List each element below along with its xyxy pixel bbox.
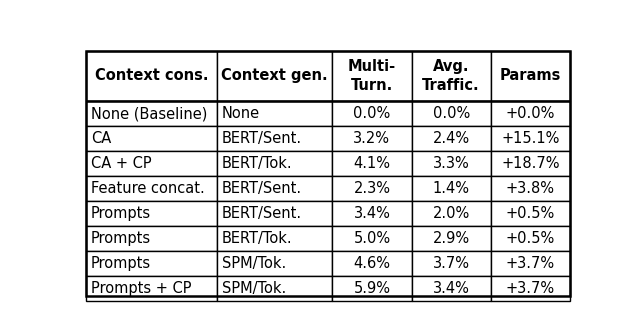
Bar <box>412 101 491 126</box>
Text: BERT/Sent.: BERT/Sent. <box>222 131 302 146</box>
Bar <box>412 276 491 301</box>
Text: +18.7%: +18.7% <box>501 156 559 171</box>
Text: Prompts: Prompts <box>91 231 151 246</box>
Bar <box>86 251 217 276</box>
Bar <box>491 151 570 176</box>
Text: 3.2%: 3.2% <box>353 131 390 146</box>
Bar <box>332 201 412 226</box>
Text: 4.6%: 4.6% <box>353 256 390 271</box>
Text: 2.3%: 2.3% <box>353 181 390 196</box>
Bar <box>491 176 570 201</box>
Bar <box>332 276 412 301</box>
Text: None (Baseline): None (Baseline) <box>91 106 207 121</box>
Text: 5.0%: 5.0% <box>353 231 390 246</box>
Text: +0.0%: +0.0% <box>506 106 555 121</box>
Bar <box>217 201 332 226</box>
Text: Feature concat.: Feature concat. <box>91 181 205 196</box>
Text: BERT/Sent.: BERT/Sent. <box>222 206 302 221</box>
Text: 2.0%: 2.0% <box>433 206 470 221</box>
Bar <box>491 226 570 251</box>
Text: Prompts + CP: Prompts + CP <box>91 281 191 296</box>
Bar <box>412 151 491 176</box>
Bar <box>217 276 332 301</box>
Bar <box>86 126 217 151</box>
Bar <box>217 176 332 201</box>
Text: Context cons.: Context cons. <box>95 69 208 83</box>
Bar <box>332 226 412 251</box>
Text: CA: CA <box>91 131 111 146</box>
Text: SPM/Tok.: SPM/Tok. <box>222 256 286 271</box>
Bar <box>86 226 217 251</box>
Bar <box>86 201 217 226</box>
Text: Prompts: Prompts <box>91 256 151 271</box>
Text: BERT/Tok.: BERT/Tok. <box>222 156 292 171</box>
Text: Multi-
Turn.: Multi- Turn. <box>348 59 396 93</box>
Text: Context gen.: Context gen. <box>221 69 328 83</box>
Text: 0.0%: 0.0% <box>433 106 470 121</box>
Bar <box>491 101 570 126</box>
Bar <box>217 151 332 176</box>
Bar <box>332 251 412 276</box>
Bar <box>86 151 217 176</box>
Text: 0.0%: 0.0% <box>353 106 390 121</box>
Text: BERT/Sent.: BERT/Sent. <box>222 181 302 196</box>
Bar <box>412 176 491 201</box>
Bar <box>217 226 332 251</box>
Text: Prompts: Prompts <box>91 206 151 221</box>
Bar <box>332 151 412 176</box>
Bar <box>412 201 491 226</box>
Bar <box>86 176 217 201</box>
Text: +3.8%: +3.8% <box>506 181 555 196</box>
Text: +0.5%: +0.5% <box>506 231 555 246</box>
Bar <box>332 176 412 201</box>
Text: Avg.
Traffic.: Avg. Traffic. <box>422 59 480 93</box>
Bar <box>491 201 570 226</box>
Bar <box>491 126 570 151</box>
Bar <box>332 126 412 151</box>
Text: 2.4%: 2.4% <box>433 131 470 146</box>
Text: +0.5%: +0.5% <box>506 206 555 221</box>
Text: BERT/Tok.: BERT/Tok. <box>222 231 292 246</box>
Bar <box>86 101 217 126</box>
Text: +3.7%: +3.7% <box>506 256 555 271</box>
Text: SPM/Tok.: SPM/Tok. <box>222 281 286 296</box>
Bar <box>217 251 332 276</box>
Bar <box>332 101 412 126</box>
Text: 1.4%: 1.4% <box>433 181 470 196</box>
Bar <box>412 226 491 251</box>
Text: +3.7%: +3.7% <box>506 281 555 296</box>
Bar <box>491 276 570 301</box>
Text: 3.3%: 3.3% <box>433 156 470 171</box>
Bar <box>412 126 491 151</box>
Bar <box>412 251 491 276</box>
Bar <box>217 126 332 151</box>
Bar <box>491 251 570 276</box>
Text: None: None <box>222 106 260 121</box>
Bar <box>86 276 217 301</box>
Text: 4.1%: 4.1% <box>353 156 390 171</box>
Text: 5.9%: 5.9% <box>353 281 390 296</box>
Text: 3.7%: 3.7% <box>433 256 470 271</box>
Text: Params: Params <box>500 69 561 83</box>
Text: 2.9%: 2.9% <box>433 231 470 246</box>
Text: CA + CP: CA + CP <box>91 156 152 171</box>
Text: 3.4%: 3.4% <box>433 281 470 296</box>
Text: 3.4%: 3.4% <box>353 206 390 221</box>
Text: +15.1%: +15.1% <box>501 131 559 146</box>
Bar <box>217 101 332 126</box>
